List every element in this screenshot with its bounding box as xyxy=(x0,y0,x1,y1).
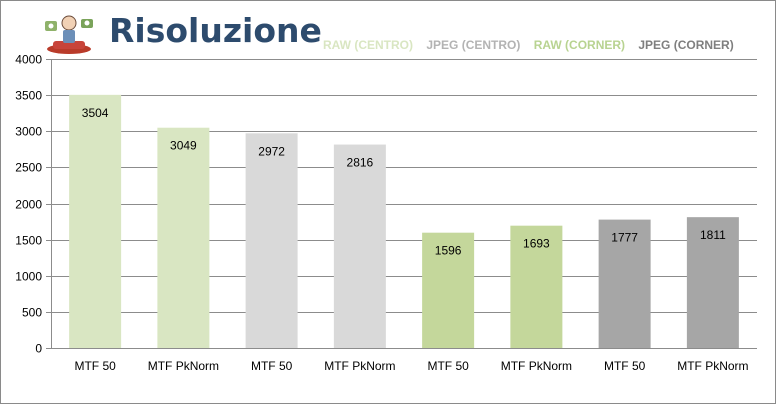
bar xyxy=(510,225,563,348)
bar xyxy=(157,127,210,348)
x-tick-label: MTF 50 xyxy=(251,359,293,373)
bar xyxy=(245,133,298,348)
y-tick-label: 4000 xyxy=(15,53,42,67)
x-tick-label: MTF PkNorm xyxy=(677,359,748,373)
y-tick-label: 3500 xyxy=(15,89,42,103)
data-label: 1777 xyxy=(611,231,638,245)
x-tick-label: MTF 50 xyxy=(427,359,469,373)
x-tick-label: MTF PkNorm xyxy=(324,359,395,373)
bar xyxy=(686,217,739,348)
y-tick-label: 500 xyxy=(22,306,42,320)
y-tick-label: 1000 xyxy=(15,270,42,284)
data-label: 1596 xyxy=(435,244,462,258)
data-label: 3049 xyxy=(170,139,197,153)
legend: RAW (CENTRO) JPEG (CENTRO) RAW (CORNER) … xyxy=(323,38,744,52)
x-tick-label: MTF PkNorm xyxy=(148,359,219,373)
y-tick-label: 0 xyxy=(35,342,42,356)
bar xyxy=(422,232,475,348)
y-tick-label: 2500 xyxy=(15,161,42,175)
bar xyxy=(333,144,386,348)
legend-entry-jpeg-corner: JPEG (CORNER) xyxy=(638,38,734,52)
x-tick-label: MTF 50 xyxy=(74,359,116,373)
legend-entry-raw-centro: RAW (CENTRO) xyxy=(323,38,413,52)
chart-title: Risoluzione xyxy=(109,11,322,50)
data-label: 2972 xyxy=(258,144,285,158)
legend-entry-jpeg-centro: JPEG (CENTRO) xyxy=(426,38,521,52)
y-tick-label: 1500 xyxy=(15,234,42,248)
data-label: 3504 xyxy=(82,106,109,120)
y-tick-label: 2000 xyxy=(15,198,42,212)
data-label: 1693 xyxy=(523,237,550,251)
y-tick-label: 3000 xyxy=(15,125,42,139)
mascot-logo-icon xyxy=(39,11,99,55)
x-tick-label: MTF 50 xyxy=(604,359,646,373)
bar xyxy=(69,94,122,348)
x-tick-label: MTF PkNorm xyxy=(501,359,572,373)
data-label: 2816 xyxy=(347,156,374,170)
data-label: 1811 xyxy=(700,228,726,242)
legend-entry-raw-corner: RAW (CORNER) xyxy=(533,38,626,52)
bar xyxy=(598,219,651,348)
